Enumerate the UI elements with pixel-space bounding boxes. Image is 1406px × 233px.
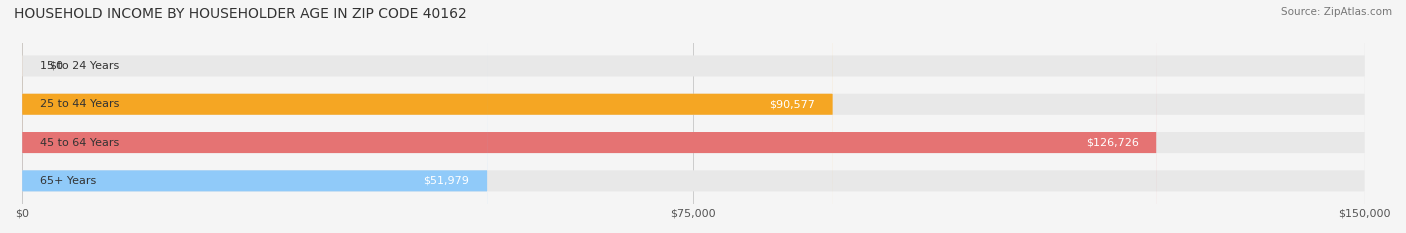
FancyBboxPatch shape — [22, 0, 1156, 233]
Text: $51,979: $51,979 — [423, 176, 470, 186]
FancyBboxPatch shape — [22, 0, 1365, 233]
FancyBboxPatch shape — [22, 0, 832, 233]
FancyBboxPatch shape — [22, 0, 1365, 233]
Text: HOUSEHOLD INCOME BY HOUSEHOLDER AGE IN ZIP CODE 40162: HOUSEHOLD INCOME BY HOUSEHOLDER AGE IN Z… — [14, 7, 467, 21]
Text: $90,577: $90,577 — [769, 99, 815, 109]
Text: $0: $0 — [49, 61, 63, 71]
Text: 45 to 64 Years: 45 to 64 Years — [39, 137, 120, 147]
Text: Source: ZipAtlas.com: Source: ZipAtlas.com — [1281, 7, 1392, 17]
Text: $126,726: $126,726 — [1085, 137, 1139, 147]
FancyBboxPatch shape — [22, 0, 488, 233]
Text: 15 to 24 Years: 15 to 24 Years — [39, 61, 120, 71]
FancyBboxPatch shape — [22, 0, 1365, 233]
Text: 25 to 44 Years: 25 to 44 Years — [39, 99, 120, 109]
Text: 65+ Years: 65+ Years — [39, 176, 96, 186]
FancyBboxPatch shape — [22, 0, 1365, 233]
